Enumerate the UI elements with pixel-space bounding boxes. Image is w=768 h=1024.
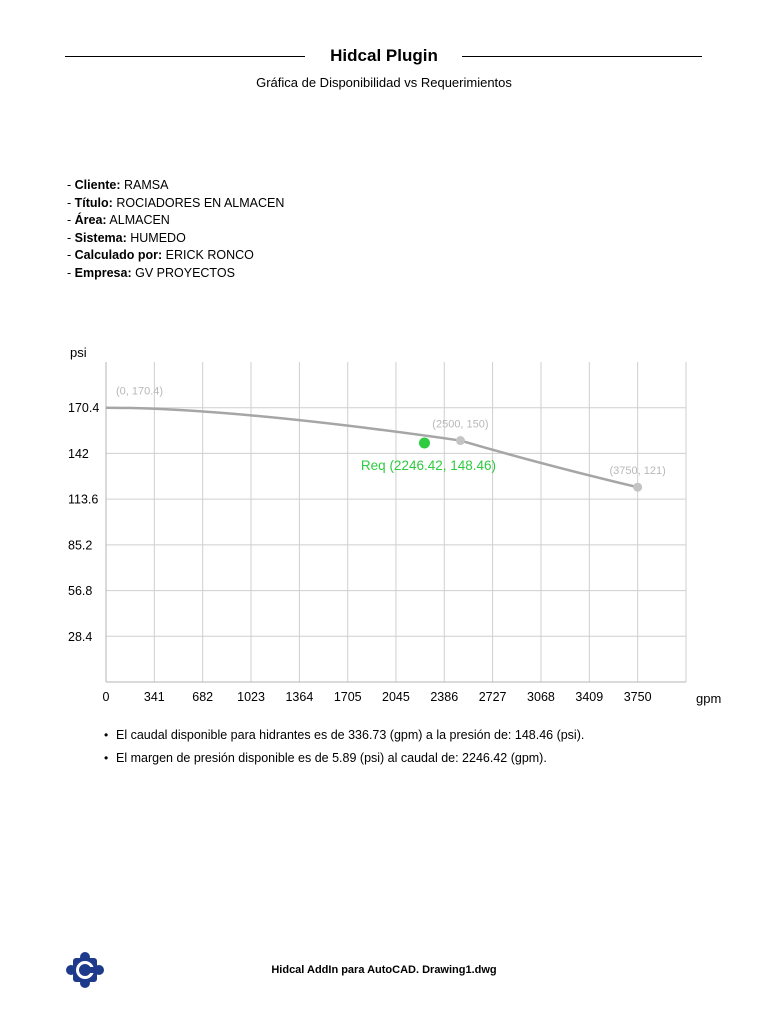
curve-point-label: (2500, 150) bbox=[432, 419, 488, 431]
x-axis-title: gpm bbox=[696, 691, 721, 706]
info-value: HUMEDO bbox=[130, 230, 186, 245]
x-tick-label: 1364 bbox=[285, 690, 313, 704]
y-tick-label: 142 bbox=[68, 447, 89, 461]
header-rule-left bbox=[65, 56, 305, 57]
info-row-cliente: - Cliente: RAMSA bbox=[67, 178, 169, 192]
required-point bbox=[418, 437, 430, 449]
x-tick-label: 341 bbox=[144, 690, 165, 704]
puzzle-gear-logo-icon bbox=[66, 952, 104, 988]
info-label: Área: bbox=[74, 213, 107, 227]
availability-curve bbox=[105, 406, 638, 489]
project-info: - Cliente: RAMSA - Título: ROCIADORES EN… bbox=[67, 177, 284, 282]
x-tick-label: 2727 bbox=[479, 690, 507, 704]
x-tick-label: 3409 bbox=[575, 690, 603, 704]
header-rule-right bbox=[462, 56, 702, 57]
info-label: Título: bbox=[74, 195, 113, 210]
info-row-calculado: - Calculado por: ERICK RONCO bbox=[67, 248, 254, 262]
y-tick-label: 113.6 bbox=[68, 493, 98, 507]
info-row-empresa: - Empresa: GV PROYECTOS bbox=[67, 265, 235, 280]
info-value: ERICK RONCO bbox=[165, 248, 254, 262]
y-tick-label: 28.4 bbox=[68, 630, 92, 644]
info-label: Sistema: bbox=[74, 230, 127, 245]
x-tick-label: 1705 bbox=[334, 690, 362, 704]
info-row-area: - Área: ALMACEN bbox=[67, 213, 170, 227]
x-tick-label: 0 bbox=[103, 690, 110, 704]
footer-text: Hidcal AddIn para AutoCAD. Drawing1.dwg bbox=[271, 964, 497, 976]
info-value: ALMACEN bbox=[109, 213, 170, 227]
info-value: ROCIADORES EN ALMACEN bbox=[116, 195, 285, 210]
info-label: Calculado por: bbox=[74, 248, 163, 262]
page-subtitle: Gráfica de Disponibilidad vs Requerimien… bbox=[256, 75, 512, 90]
required-point-label: Req (2246.42, 148.46) bbox=[361, 458, 496, 473]
x-tick-label: 2386 bbox=[430, 690, 458, 704]
y-tick-label: 56.8 bbox=[68, 584, 92, 598]
availability-chart: 0 341 682 1023 1364 1705 2045 2386 2727 3068 3409 3… bbox=[68, 345, 721, 706]
y-tick-label: 85.2 bbox=[68, 538, 92, 552]
info-row-titulo: - Título: ROCIADORES EN ALMACEN bbox=[67, 195, 285, 210]
info-row-sistema: - Sistema: HUMEDO bbox=[67, 230, 186, 245]
info-label: Cliente: bbox=[74, 178, 121, 192]
info-label: Empresa: bbox=[74, 265, 132, 280]
curve-point bbox=[633, 482, 643, 492]
curve-point bbox=[455, 436, 465, 446]
info-value: RAMSA bbox=[123, 178, 169, 192]
x-tick-label: 1023 bbox=[237, 690, 265, 704]
x-tick-label: 3750 bbox=[624, 690, 652, 704]
note-hydrant-flow: El caudal disponible para hidrantes es d… bbox=[104, 724, 584, 747]
result-notes: El caudal disponible para hidrantes es d… bbox=[104, 724, 584, 770]
x-tick-label: 682 bbox=[192, 690, 213, 704]
curve-point-label: (3750, 121) bbox=[610, 465, 666, 477]
page-title: Hidcal Plugin bbox=[330, 46, 438, 65]
y-tick-label: 170.4 bbox=[68, 401, 99, 415]
x-tick-label: 3068 bbox=[527, 690, 555, 704]
note-pressure-margin: El margen de presión disponible es de 5.… bbox=[104, 747, 584, 770]
curve-point-label: (0, 170.4) bbox=[116, 386, 163, 398]
y-axis-title: psi bbox=[70, 345, 87, 360]
x-tick-label: 2045 bbox=[382, 690, 410, 704]
info-value: GV PROYECTOS bbox=[135, 265, 235, 280]
